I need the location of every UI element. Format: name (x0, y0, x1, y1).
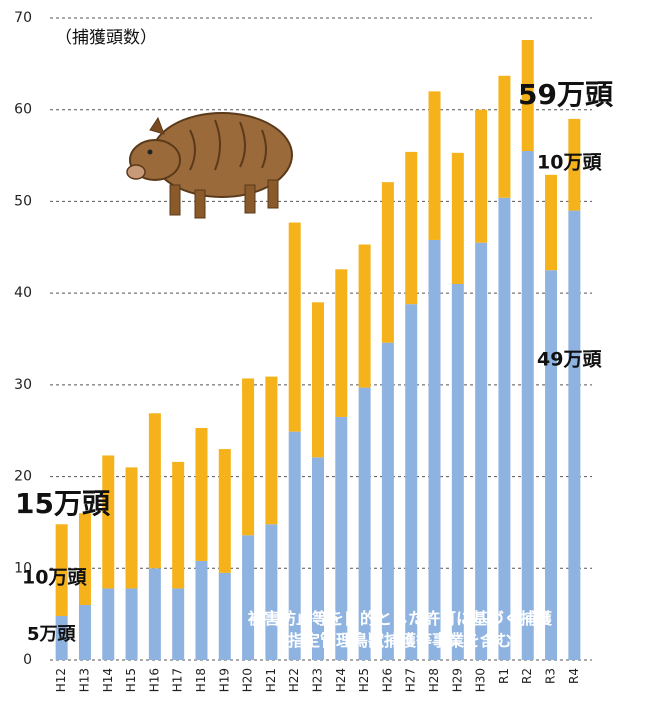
x-tick-label: H20 (241, 668, 255, 692)
bar-segment (172, 461, 185, 589)
bar-segment (475, 242, 488, 660)
bar-segment (568, 118, 581, 211)
x-tick-label: H18 (194, 668, 208, 692)
y-tick-label: 70 (14, 10, 32, 26)
y-tick-label: 40 (14, 285, 32, 301)
x-tick-label: H22 (287, 668, 301, 692)
annotation: 59万頭 (518, 78, 614, 111)
bar-segment (451, 283, 464, 660)
annotation: 10万頭 (537, 152, 602, 174)
bar-segment (265, 524, 278, 660)
x-tick-label: R1 (497, 668, 511, 684)
bar-segment (288, 431, 301, 660)
bar-segment (218, 572, 231, 660)
x-tick-label: H28 (427, 668, 441, 692)
bar-segment (265, 376, 278, 525)
bar-segment (78, 604, 91, 660)
bar-segment (312, 457, 324, 660)
bar-segment (195, 427, 208, 561)
x-tick-label: H17 (171, 668, 185, 692)
bar-segment (381, 342, 394, 660)
bar-segment (405, 151, 418, 305)
bar-segment (288, 222, 301, 432)
bar-segment (335, 416, 348, 660)
bar-segment (428, 239, 441, 660)
bar-segment (55, 615, 68, 660)
bar-segment (498, 197, 511, 660)
x-tick-label: H26 (380, 668, 394, 692)
annotation: 5万頭 (27, 624, 77, 645)
y-tick-label: 20 (14, 469, 32, 485)
x-tick-label: R4 (567, 668, 581, 684)
x-tick-label: H13 (77, 668, 91, 692)
y-tick-label: 0 (23, 652, 32, 668)
x-tick-label: H24 (334, 668, 348, 692)
bar-segment (172, 588, 185, 660)
bar-segment (242, 378, 255, 536)
annotation: （捕獲頭数） (55, 28, 157, 48)
x-tick-label: R2 (520, 668, 534, 684)
bar-segment (218, 449, 231, 573)
bar-segment (358, 387, 371, 660)
bar-segment (195, 560, 208, 660)
x-tick-label: H21 (264, 668, 278, 692)
x-tick-label: H19 (217, 668, 231, 692)
bar-segment (335, 269, 348, 417)
bar-segment (545, 270, 558, 660)
x-tick-label: H23 (311, 668, 325, 692)
bar-segment (148, 413, 161, 569)
annotation: 49万頭 (537, 349, 602, 371)
bar-segment (545, 174, 558, 271)
bar-segment (242, 535, 255, 660)
legend-permit: 被害防止等を目的とした許可に基づく捕獲 （指定管理鳥獣捕獲等事業を含む） (247, 609, 552, 650)
bar-segment (55, 524, 68, 616)
y-tick-label: 30 (14, 377, 32, 393)
bar-segment (125, 588, 138, 660)
bar-segment (381, 182, 394, 343)
bar-segment (451, 152, 464, 284)
x-tick-label: H27 (404, 668, 418, 692)
bar-segment (148, 568, 161, 660)
bar-segment (102, 588, 115, 660)
bar-segment (521, 150, 534, 660)
bar-segment (475, 109, 488, 243)
legend-hunting: 狩猟による捕獲 (124, 307, 244, 328)
bar-segment (428, 91, 441, 240)
y-tick-label: 60 (14, 102, 32, 118)
x-tick-label: H12 (54, 668, 68, 692)
bar-segment (358, 244, 371, 388)
y-tick-label: 10 (14, 560, 32, 576)
bar-segment (498, 75, 511, 198)
boar-illustration (126, 112, 293, 219)
x-tick-label: H29 (450, 668, 464, 692)
x-tick-label: H30 (474, 668, 488, 692)
bar-segment (568, 210, 581, 660)
x-tick-label: R3 (544, 668, 558, 684)
bar-segment (102, 455, 115, 589)
annotation: 10万頭 (22, 567, 87, 589)
bar-segment (405, 304, 418, 660)
bar-segment (125, 467, 138, 589)
annotation: 15万頭 (15, 487, 111, 520)
x-tick-label: H14 (101, 668, 115, 692)
x-tick-label: H15 (124, 668, 138, 692)
y-tick-label: 50 (14, 193, 32, 209)
bar-segment (312, 302, 324, 458)
x-tick-label: H25 (357, 668, 371, 692)
bar-segment (521, 40, 534, 151)
x-tick-label: H16 (147, 668, 161, 692)
bar-segment (78, 513, 91, 605)
